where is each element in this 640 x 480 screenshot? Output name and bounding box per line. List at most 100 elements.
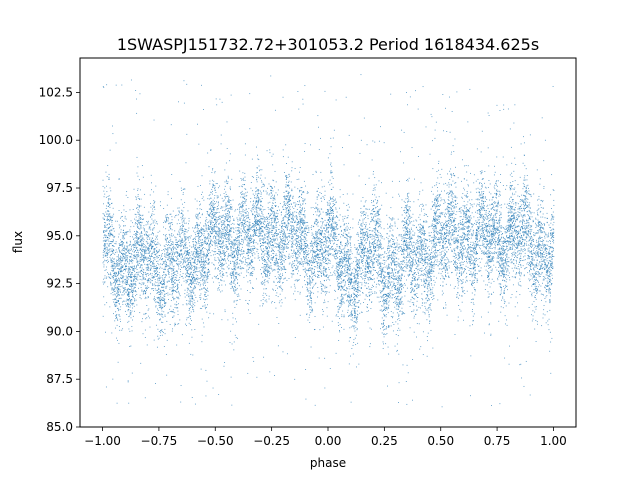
data-point [327,213,329,215]
data-point [360,242,362,244]
data-point [313,252,315,253]
data-point [296,232,298,234]
data-point [460,228,462,230]
data-point [198,237,200,239]
data-point [385,253,387,255]
data-point [372,205,374,206]
data-point [510,241,512,243]
data-point [408,213,410,215]
data-point [355,279,357,281]
data-point [169,222,171,224]
data-point [187,210,189,212]
data-point [329,153,331,155]
data-point [173,258,175,260]
data-point [299,264,301,266]
data-point [118,310,120,312]
data-point [177,242,178,243]
data-point [202,247,204,249]
data-point [199,254,200,256]
data-point [182,262,184,264]
data-point [215,236,217,237]
data-point [269,272,271,274]
data-point [337,284,339,286]
data-point [453,259,454,261]
data-point [209,243,211,245]
data-point [298,243,300,245]
data-point [117,295,119,297]
data-point [292,267,294,269]
data-point [391,180,393,182]
data-point [242,196,244,198]
data-point [509,232,511,234]
data-point [179,250,181,252]
data-point [412,230,414,232]
data-point [165,236,167,238]
data-point [272,221,274,223]
data-point [185,162,187,164]
data-point [124,247,126,249]
data-point [242,239,244,241]
data-point [473,303,475,305]
data-point [234,242,236,244]
data-point [203,326,205,328]
data-point [334,270,336,272]
data-point [347,254,349,256]
data-point [541,265,543,267]
data-point [444,256,445,258]
data-point [489,267,491,268]
data-point [188,295,189,297]
data-point [338,239,339,241]
data-point [331,212,333,214]
data-point [263,288,265,290]
data-point [484,219,485,221]
data-point [436,255,438,257]
data-point [402,261,404,263]
data-point [354,310,356,312]
data-point [105,254,107,256]
data-point [143,278,145,280]
data-point [310,262,312,264]
data-point [216,217,218,219]
data-point [541,250,543,251]
data-point [127,306,129,308]
data-point [540,207,542,209]
data-point [388,286,390,287]
data-point [215,277,217,279]
data-point [315,202,317,204]
data-point [138,227,140,229]
data-point [433,246,434,248]
data-point [410,255,412,257]
data-point [411,271,413,273]
data-point [153,205,155,207]
data-point [160,294,161,296]
data-point [479,188,481,190]
data-point [470,250,472,252]
data-point [300,221,302,223]
data-point [416,247,418,249]
data-point [260,192,262,194]
data-point [281,223,283,225]
data-point [396,292,398,294]
data-point [316,220,317,222]
data-point [424,238,426,240]
data-point [549,278,551,280]
data-point [460,295,462,297]
data-point [330,235,332,237]
data-point [387,292,389,294]
data-point [132,297,134,299]
data-point [468,259,470,260]
data-point [226,230,228,232]
data-point [436,171,438,173]
data-point [429,256,431,257]
data-point [356,310,358,312]
data-point [363,214,364,216]
data-point [347,265,349,267]
data-point [302,223,304,225]
data-point [529,258,530,260]
data-point [491,241,492,243]
data-point [250,249,251,251]
data-point [388,301,390,303]
data-point [365,222,367,224]
data-point [388,263,390,265]
data-point [529,134,531,136]
